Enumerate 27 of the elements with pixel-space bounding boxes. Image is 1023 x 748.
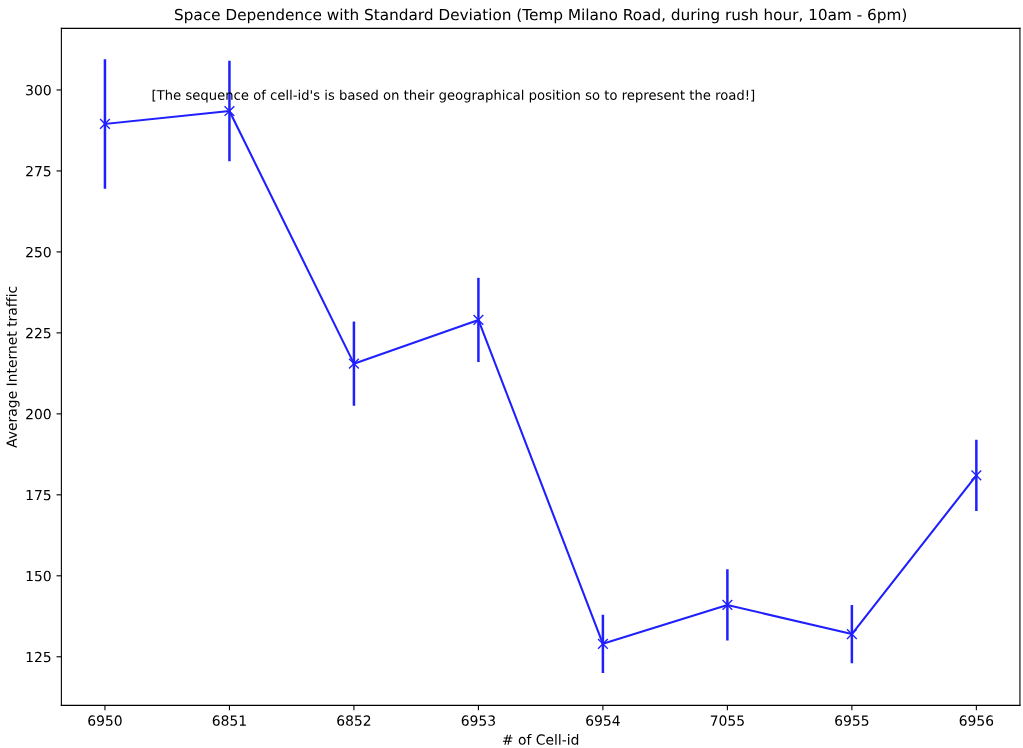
point (970, 469, 982, 481)
point (348, 358, 360, 370)
y-tick-label: 125 (26, 651, 51, 663)
y-tick-label: 250 (26, 246, 51, 258)
y-tick-label: 150 (26, 570, 51, 582)
x-tick-label: 6954 (586, 715, 620, 726)
x-tick-label: 6950 (88, 715, 122, 726)
point (597, 638, 609, 650)
chart-title: Space Dependence with Standard Deviation (Temp Milano Road, during rush hour, 10am - 6pm) (174, 8, 907, 24)
x-tick-label: 6851 (212, 715, 246, 726)
x-axis-title: # of Cell-id (502, 734, 579, 745)
point (223, 105, 235, 117)
x-tick-label: 7055 (710, 715, 744, 726)
point (846, 628, 858, 640)
y-tick-label: 200 (26, 408, 51, 420)
point (721, 599, 733, 611)
point (472, 314, 484, 326)
y-tick-label: 300 (26, 84, 51, 96)
x-tick-label: 6852 (337, 715, 371, 726)
y-tick-label: 275 (26, 165, 51, 177)
x-tick-label: 6955 (835, 715, 869, 726)
x-tick-label: 6956 (959, 715, 994, 726)
y-tick-label: 225 (26, 327, 51, 339)
y-axis-title: Average Internet traffic (6, 286, 20, 448)
y-tick-label: 175 (26, 489, 51, 501)
x-tick-label: 6953 (461, 715, 495, 726)
point (99, 118, 111, 130)
